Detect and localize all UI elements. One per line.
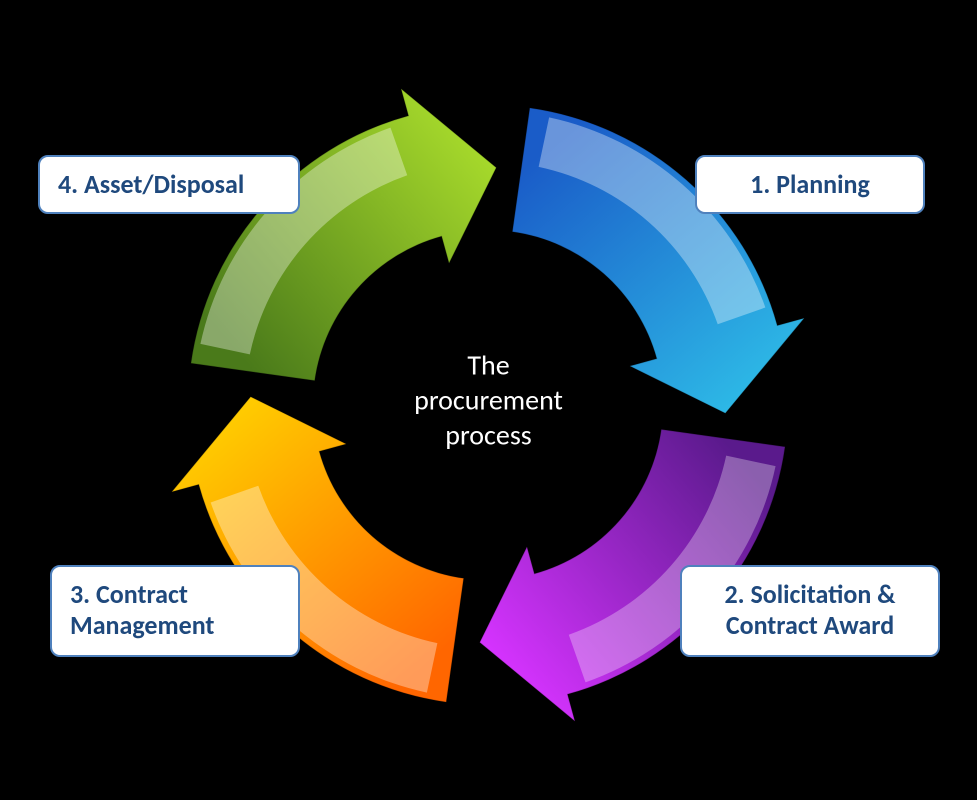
label-asset-disposal: 4. Asset/Disposal — [38, 155, 300, 214]
label-planning: 1. Planning — [695, 155, 925, 214]
diagram-stage: The procurement process 1. Planning 2. So… — [0, 0, 977, 800]
center-title: The procurement process — [414, 348, 563, 453]
label-contract-mgmt: 3. Contract Management — [50, 565, 300, 657]
label-solicitation: 2. Solicitation & Contract Award — [680, 565, 940, 657]
